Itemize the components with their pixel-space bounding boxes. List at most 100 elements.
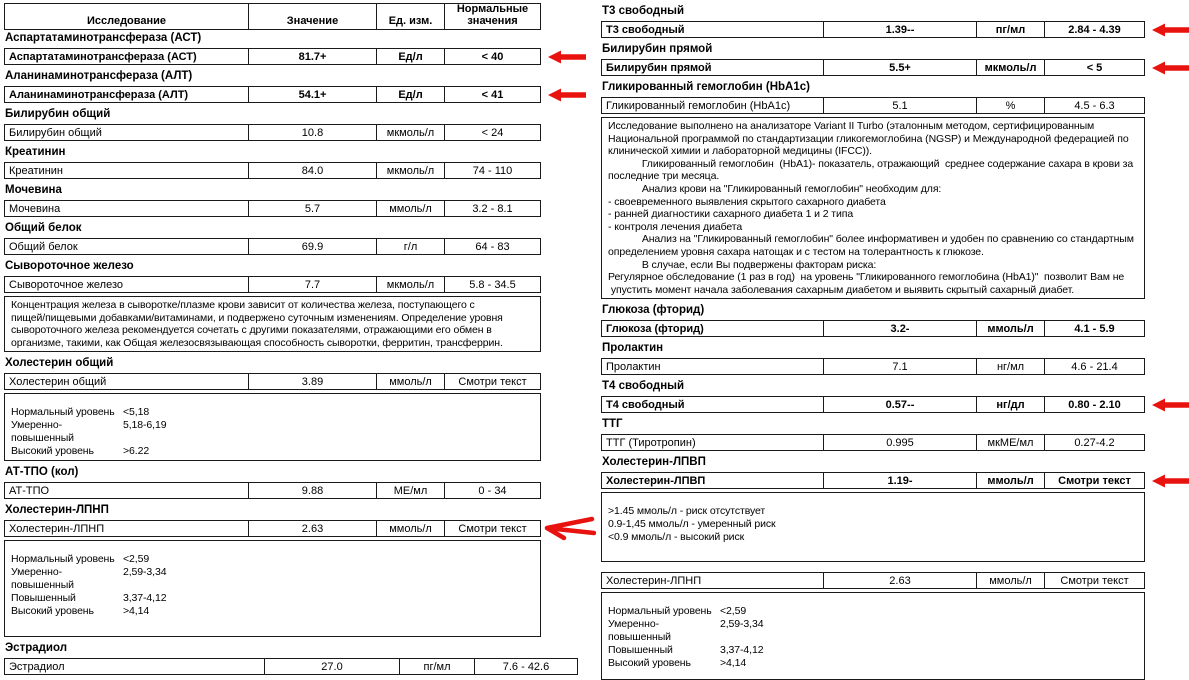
lab-section: Общий белок Общий белок 69.9 г/л 64 - 83 bbox=[4, 222, 541, 255]
units-cell: ммоль/л bbox=[376, 374, 444, 390]
units-cell: ммоль/л bbox=[376, 201, 444, 216]
interpretation-label: Высокий уровень bbox=[11, 445, 94, 458]
normal-range-cell: 74 - 110 bbox=[444, 163, 540, 178]
section-title: Холестерин общий bbox=[5, 357, 114, 370]
interpretation-label: Умеренно-повышенный bbox=[608, 618, 671, 644]
study-name-cell: ТТГ (Тиротропин) bbox=[606, 436, 696, 449]
interpretation-value: <5,18 bbox=[123, 406, 150, 419]
units-cell: % bbox=[976, 98, 1044, 113]
lab-result-row: Т3 свободный 1.39-- пг/мл 2.84 - 4.39 bbox=[601, 21, 1189, 38]
normal-range-cell: 0.27-4.2 bbox=[1044, 435, 1144, 451]
section-title: АТ-ТПО (кол) bbox=[5, 466, 79, 479]
value-cell: 54.1+ bbox=[248, 87, 376, 102]
interpretation-label: Нормальный уровень bbox=[608, 605, 712, 618]
normal-range-cell: 4.6 - 21.4 bbox=[1044, 359, 1144, 375]
lab-result-row: АТ-ТПО 9.88 МЕ/мл 0 - 34 bbox=[4, 482, 541, 500]
study-name-cell: АТ-ТПО bbox=[9, 484, 50, 497]
interpretation-line: Умеренно-повышенный 2,59-3,34 bbox=[11, 566, 534, 592]
study-name-cell: Глюкоза (фторид) bbox=[606, 322, 704, 335]
study-name-cell: Т3 свободный bbox=[606, 23, 685, 36]
value-cell: 3.89 bbox=[248, 374, 376, 390]
lab-result-row: Холестерин общий 3.89 ммоль/л Смотри текст bbox=[4, 373, 541, 391]
section-title: Билирубин прямой bbox=[602, 43, 713, 55]
lab-result-row: Холестерин-ЛПНП 2.63 ммоль/л Смотри текст bbox=[4, 516, 596, 541]
lab-result-row: Холестерин-ЛПНП 2.63 ммоль/л Смотри текст bbox=[601, 572, 1145, 590]
study-name-cell: Холестерин общий bbox=[9, 375, 107, 388]
value-cell: 5.1 bbox=[823, 98, 976, 113]
lab-section: Аспартатаминотрансфераза (АСТ) Аспартатам… bbox=[4, 32, 586, 65]
value-cell: 84.0 bbox=[248, 163, 376, 178]
interpretation-label: Повышенный bbox=[608, 644, 673, 657]
interpretation-line: Повышенный 3,37-4,12 bbox=[608, 644, 1138, 657]
study-name-cell: Холестерин-ЛПНП bbox=[9, 522, 105, 535]
header-units-cell: Ед. изм. bbox=[376, 4, 444, 29]
interpretation-label: Нормальный уровень bbox=[11, 406, 115, 419]
study-name-cell: Холестерин-ЛПНП bbox=[606, 574, 702, 587]
section-title: Общий белок bbox=[5, 222, 82, 234]
comment-box: Концентрация железа в сыворотке/плазме к… bbox=[4, 296, 541, 353]
value-cell: 69.9 bbox=[248, 239, 376, 254]
interpretation-value: <2,59 bbox=[720, 605, 747, 618]
interpretation-value: 5,18-6,19 bbox=[123, 419, 167, 432]
lab-section: Холестерин-ЛПНП Холестерин-ЛПНП 2.63 ммоль/… bbox=[4, 504, 596, 638]
section-title: Аланинаминотрансфераза (АЛТ) bbox=[5, 70, 193, 82]
normal-range-cell: 5.8 - 34.5 bbox=[444, 277, 540, 292]
interpretation-line: Высокий уровень >4,14 bbox=[608, 657, 1138, 670]
lab-result-row: Сывороточное железо 7.7 мкмоль/л 5.8 - 34.5 bbox=[4, 276, 541, 293]
lab-section: Т4 свободный Т4 свободный 0.57-- нг/дл 0.80 … bbox=[601, 380, 1189, 414]
header-study-cell: Исследование bbox=[86, 14, 167, 27]
lab-result-row: Глюкоза (фторид) 3.2- ммоль/л 4.1 - 5.9 bbox=[601, 320, 1145, 338]
normal-range-cell: 4.1 - 5.9 bbox=[1044, 321, 1144, 337]
lab-section: Холестерин-ЛПНП 2.63 ммоль/л Смотри текст Но… bbox=[601, 572, 1145, 680]
normal-range-cell: 4.5 - 6.3 bbox=[1044, 98, 1144, 113]
units-cell: мкМЕ/мл bbox=[976, 435, 1044, 451]
interpretation-label: Высокий уровень bbox=[608, 657, 691, 670]
lab-section: Мочевина Мочевина 5.7 ммоль/л 3.2 - 8.1 bbox=[4, 184, 541, 217]
value-cell: 7.7 bbox=[248, 277, 376, 292]
interpretation-line: Высокий уровень >4,14 bbox=[11, 605, 534, 618]
value-cell: 7.1 bbox=[823, 359, 976, 375]
units-cell: нг/дл bbox=[976, 397, 1044, 413]
results-table-header: Исследование Значение Ед. изм. Нормальны… bbox=[4, 3, 541, 30]
value-cell: 0.995 bbox=[823, 435, 976, 451]
lab-section: Пролактин Пролактин 7.1 нг/мл 4.6 - 21.4 bbox=[601, 343, 1145, 376]
red-arrow-icon bbox=[1152, 23, 1189, 37]
section-title: Мочевина bbox=[5, 184, 62, 196]
normal-range-cell: < 5 bbox=[1044, 60, 1144, 75]
lab-result-row: Мочевина 5.7 ммоль/л 3.2 - 8.1 bbox=[4, 200, 541, 217]
value-cell: 9.88 bbox=[248, 483, 376, 499]
section-title: Холестерин-ЛПНП bbox=[5, 504, 109, 517]
red-arrow-icon bbox=[1152, 61, 1189, 75]
normal-range-cell: 0.80 - 2.10 bbox=[1044, 397, 1144, 413]
study-name-cell: Т4 свободный bbox=[606, 398, 685, 411]
lab-section: ТТГ ТТГ (Тиротропин) 0.995 мкМЕ/мл 0.27-4.2 bbox=[601, 419, 1145, 452]
study-name-cell: Аспартатаминотрансфераза (АСТ) bbox=[9, 50, 197, 63]
normal-range-cell: 0 - 34 bbox=[444, 483, 540, 499]
interpretation-value: >4,14 bbox=[123, 605, 150, 618]
lab-result-row: Аланинаминотрансфераза (АЛТ) 54.1+ Ед/л < 4… bbox=[4, 86, 586, 103]
comment-box: Нормальный уровень <2,59 Умеренно-повышенн… bbox=[4, 540, 541, 638]
red-arrow-icon bbox=[1152, 398, 1189, 412]
interpretation-line: Нормальный уровень <5,18 bbox=[11, 406, 534, 419]
lab-section: Холестерин-ЛПВП Холестерин-ЛПВП 1.19- ммоль… bbox=[601, 457, 1189, 563]
lab-section: Эстрадиол Эстрадиол 27.0 пг/мл 7.6 - 42.6 bbox=[4, 643, 578, 676]
units-cell: МЕ/мл bbox=[376, 483, 444, 499]
interpretation-line: Повышенный 3,37-4,12 bbox=[11, 592, 534, 605]
results-column-right: Т3 свободный Т3 свободный 1.39-- пг/мл 2.84 … bbox=[601, 3, 1189, 680]
normal-range-cell: < 40 bbox=[444, 49, 540, 64]
value-cell: 2.63 bbox=[248, 521, 376, 537]
lab-section: Гликированный гемоглобин (HbA1c) Гликиров… bbox=[601, 81, 1145, 300]
interpretation-value: 2,59-3,34 bbox=[720, 618, 764, 631]
units-cell: ммоль/л bbox=[376, 521, 444, 537]
section-title: Аспартатаминотрансфераза (АСТ) bbox=[5, 32, 202, 44]
study-name-cell: Общий белок bbox=[9, 240, 78, 253]
interpretation-label: Умеренно-повышенный bbox=[11, 419, 74, 445]
study-name-cell: Гликированный гемоглобин (HbA1c) bbox=[606, 99, 791, 112]
interpretation-value: 3,37-4,12 bbox=[123, 592, 167, 605]
interpretation-label: Нормальный уровень bbox=[11, 553, 115, 566]
units-cell: нг/мл bbox=[976, 359, 1044, 375]
section-title: Т4 свободный bbox=[602, 380, 685, 393]
red-arrow-icon bbox=[1152, 474, 1189, 488]
interpretation-line: Нормальный уровень <2,59 bbox=[11, 553, 534, 566]
header-value-cell: Значение bbox=[248, 4, 376, 29]
